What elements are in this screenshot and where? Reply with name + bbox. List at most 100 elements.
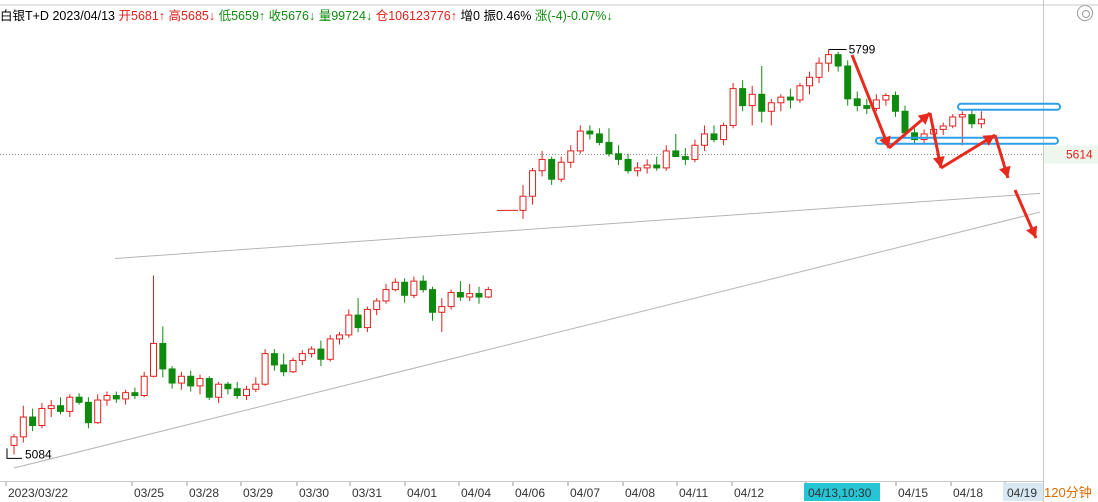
candle-body (586, 130, 594, 135)
candle-body (529, 170, 537, 197)
candle-body (796, 85, 804, 101)
amplitude-value: 振0.46% (483, 9, 532, 23)
candle-body (815, 62, 823, 78)
support-band (875, 136, 1059, 145)
candle-body (672, 150, 680, 158)
candle-body (103, 395, 111, 401)
candle-body (548, 158, 556, 180)
candle-body (758, 93, 766, 112)
date-axis-label: 04/12 (734, 486, 764, 500)
candle-body (261, 353, 269, 385)
candle-body (401, 281, 409, 296)
support-band (957, 102, 1061, 111)
candle-body (844, 65, 852, 100)
candle-body (298, 353, 306, 361)
candle-body (270, 353, 278, 366)
high-price: 高5685↓ (168, 9, 216, 23)
symbol-name: 白银T+D (0, 9, 49, 23)
annotation-arrow-down-1-head (879, 135, 891, 148)
candle-body (700, 133, 708, 146)
candle-body (187, 375, 195, 387)
candle-body (438, 306, 446, 313)
candle-body (168, 368, 176, 384)
date-axis-label: 04/18 (953, 486, 983, 500)
date-axis-label: 03/29 (243, 486, 273, 500)
candle-body (739, 88, 747, 107)
candle-body (75, 396, 83, 403)
candle-body (853, 98, 861, 107)
candle-body (429, 289, 436, 313)
current-price-tag-bg (1044, 145, 1098, 164)
date-axis-label: 04/19 (1007, 486, 1037, 500)
date-axis-label: 03/25 (134, 486, 164, 500)
candle-body (653, 164, 661, 169)
candle-body (391, 281, 399, 291)
candle-body (336, 334, 343, 340)
candle-body (131, 392, 139, 397)
candle-body (363, 308, 371, 329)
candle-body (447, 291, 455, 308)
period-label: 120分钟 (1044, 485, 1092, 500)
candle-body (205, 378, 213, 398)
increase-value: 增0 (460, 9, 480, 23)
candle-body (605, 141, 613, 155)
candle-body (595, 133, 603, 143)
candle-body (224, 383, 232, 390)
candle-body (122, 392, 130, 400)
date-axis-label: 04/13,10:30 (808, 486, 872, 500)
candle-body (720, 124, 728, 141)
candle-body (977, 118, 985, 125)
change-value: 涨(-4)-0.07%↓ (534, 9, 613, 23)
date-axis-label: 04/06 (515, 486, 545, 500)
candle-body (66, 396, 74, 412)
candle-body (748, 93, 756, 107)
candle-body (10, 436, 18, 446)
candle-body (19, 416, 27, 438)
date-axis-label: 04/04 (461, 486, 491, 500)
candle-body (662, 150, 670, 169)
candle-body (538, 158, 546, 172)
candle-body (939, 125, 947, 130)
upper-trendline (114, 192, 1041, 259)
date-axis-label: 04/11 (679, 486, 708, 500)
candle-body (196, 378, 204, 387)
candle-body (710, 133, 718, 141)
candle-body (519, 195, 527, 211)
candle-body (901, 110, 909, 134)
candle-body (806, 76, 813, 87)
candle-body (576, 130, 584, 152)
candle-body (567, 150, 575, 163)
candle-body (634, 167, 642, 172)
candle-body (243, 388, 250, 397)
candle-body (280, 364, 288, 373)
close-price: 收5676↓ (268, 9, 316, 23)
date-axis-label: 03/28 (189, 486, 219, 500)
low-price-label: 5084 (25, 447, 52, 461)
last-date-bg (1003, 483, 1043, 501)
candle-body (112, 395, 120, 400)
low-label-leader (6, 448, 22, 459)
date-axis-label: 2023/03/22 (8, 486, 68, 500)
candle-body (681, 156, 689, 160)
candle-body (958, 114, 966, 118)
candle-body (345, 314, 353, 336)
date-axis-label: 04/08 (625, 486, 655, 500)
volume-value: 量99724↓ (318, 9, 373, 23)
lower-trendline (13, 211, 1041, 469)
candle-body (354, 314, 362, 329)
quote-date: 2023/04/13 (52, 9, 116, 23)
candle-body (84, 401, 92, 424)
candle-body (47, 405, 55, 410)
candle-body (57, 405, 64, 412)
candle-body (308, 348, 316, 355)
candle-body (484, 289, 492, 298)
candle-body (968, 114, 976, 125)
candle-body (767, 102, 775, 112)
annotation-arrow-down-2-head (932, 156, 945, 168)
candle-body (949, 116, 957, 127)
open-interest: 仓106123776↑ (375, 9, 458, 23)
current-price-label: 5614 (1066, 148, 1093, 162)
candle-body (615, 153, 622, 160)
candle-body (410, 280, 418, 296)
